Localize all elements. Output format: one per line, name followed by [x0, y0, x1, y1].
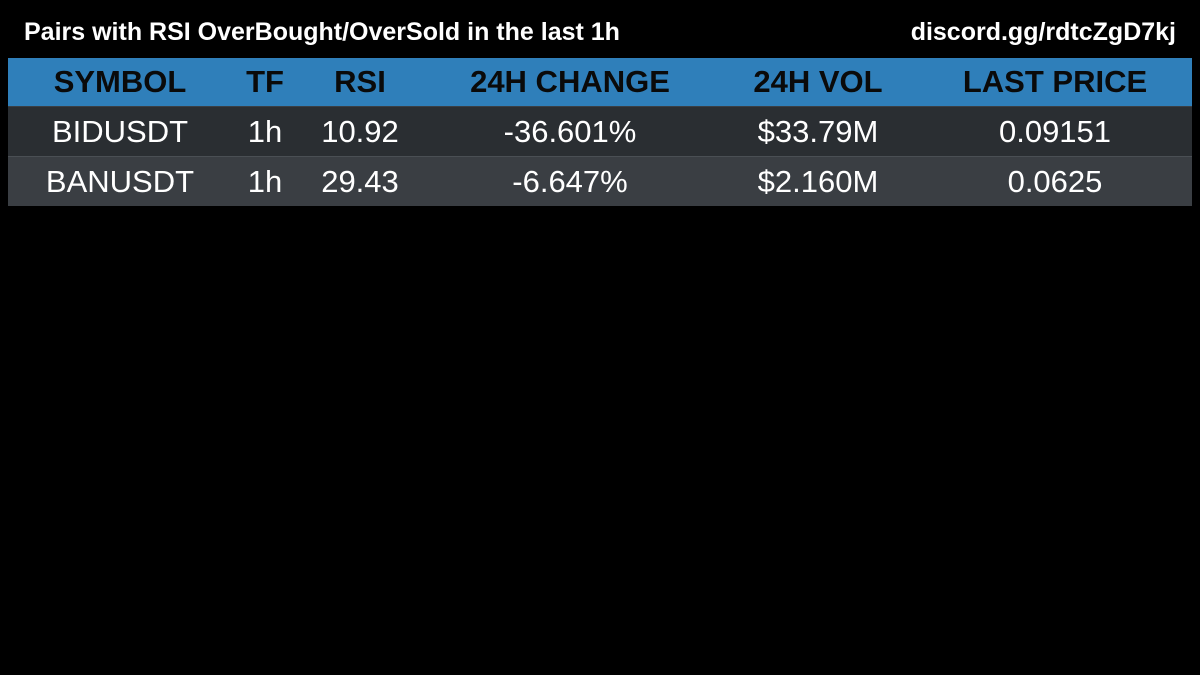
discord-link[interactable]: discord.gg/rdtcZgD7kj — [910, 18, 1176, 46]
cell-rsi: 10.92 — [321, 113, 399, 149]
cell-24h-change: -6.647% — [512, 163, 628, 199]
cell-rsi: 29.43 — [321, 163, 399, 199]
cell-symbol: BANUSDT — [45, 163, 195, 199]
table-row[interactable]: BANUSDT 1h 29.43 -6.647% $2.160M 0.0625 — [8, 156, 1192, 206]
column-header-symbol[interactable]: SYMBOL — [53, 64, 187, 99]
cell-last-price: 0.09151 — [998, 113, 1112, 149]
column-header-tf[interactable]: TF — [246, 64, 284, 99]
column-header-last-price[interactable]: LAST PRICE — [962, 64, 1148, 99]
cell-24h-vol: $2.160M — [757, 163, 879, 199]
cell-tf: 1h — [247, 163, 283, 199]
cell-24h-change: -36.601% — [503, 113, 637, 149]
cell-tf: 1h — [247, 113, 283, 149]
column-header-24h-vol[interactable]: 24H VOL — [753, 64, 883, 99]
column-header-rsi[interactable]: RSI — [334, 64, 386, 99]
table-row[interactable]: BIDUSDT 1h 10.92 -36.601% $33.79M 0.0915… — [8, 106, 1192, 156]
cell-symbol: BIDUSDT — [51, 113, 189, 149]
cell-last-price: 0.0625 — [1007, 163, 1103, 199]
page-title: Pairs with RSI OverBought/OverSold in th… — [24, 18, 620, 46]
top-bar: Pairs with RSI OverBought/OverSold in th… — [0, 0, 1200, 58]
table-header-row: SYMBOL TF RSI 24H CHANGE 24H VOL LAST PR… — [8, 58, 1192, 106]
rsi-table: SYMBOL TF RSI 24H CHANGE 24H VOL LAST PR… — [8, 58, 1192, 206]
cell-24h-vol: $33.79M — [757, 113, 879, 149]
column-header-24h-change[interactable]: 24H CHANGE — [470, 64, 670, 99]
